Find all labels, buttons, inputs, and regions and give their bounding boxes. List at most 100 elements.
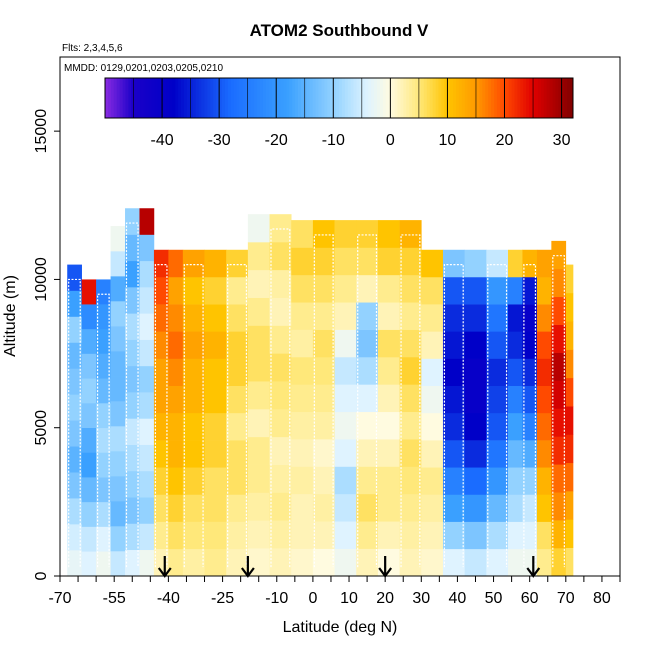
heatmap-cell bbox=[442, 331, 465, 359]
heatmap-cell bbox=[81, 427, 97, 453]
heatmap-cell bbox=[269, 242, 292, 271]
colorbar-swatch bbox=[271, 78, 276, 118]
heatmap-cell bbox=[96, 279, 111, 305]
colorbar-swatch bbox=[145, 78, 150, 118]
heatmap-cell bbox=[551, 408, 567, 437]
colorbar-swatch bbox=[379, 78, 384, 118]
heatmap-cell bbox=[442, 412, 465, 441]
heatmap-cell bbox=[399, 329, 422, 358]
heatmap-cell bbox=[486, 249, 509, 278]
heatmap-cell bbox=[312, 548, 335, 577]
heatmap-cell bbox=[81, 501, 97, 527]
colorbar-swatch bbox=[415, 78, 419, 118]
heatmap-cell bbox=[139, 418, 155, 445]
flight-profile bbox=[227, 264, 248, 568]
colorbar-labels: -40 -30 -20 -10 0 10 20 30 bbox=[151, 132, 571, 149]
colorbar-swatch bbox=[353, 78, 357, 118]
heatmap-cell bbox=[269, 214, 292, 243]
heatmap-cell bbox=[442, 304, 465, 332]
heatmap-cell bbox=[536, 494, 552, 522]
colorbar-swatch bbox=[292, 78, 296, 118]
heatmap-cell bbox=[247, 297, 270, 326]
colorbar-swatch bbox=[523, 78, 527, 118]
colorbar-swatch bbox=[178, 78, 182, 118]
heatmap-cell bbox=[125, 234, 140, 262]
heatmap-cell bbox=[565, 406, 574, 435]
y-tick-label: 5000 bbox=[33, 410, 50, 446]
heatmap-cell bbox=[508, 331, 523, 359]
heatmap-cell bbox=[399, 274, 422, 303]
heatmap-cell bbox=[182, 331, 205, 359]
heatmap-cell bbox=[522, 467, 538, 495]
heatmap-cell bbox=[536, 521, 552, 550]
heatmap-cell bbox=[291, 329, 314, 358]
heatmap-cell bbox=[536, 304, 552, 332]
heatmap-cell bbox=[291, 220, 314, 248]
heatmap-cell bbox=[291, 247, 314, 276]
arrow-head bbox=[157, 567, 172, 578]
colorbar-swatch bbox=[412, 78, 416, 118]
colorbar-swatch bbox=[131, 78, 135, 118]
heatmap-cell bbox=[486, 358, 509, 386]
heatmap-cell bbox=[204, 467, 227, 495]
heatmap-cell bbox=[312, 439, 335, 467]
heatmap-cell bbox=[110, 526, 126, 552]
heatmap-cell bbox=[81, 551, 97, 577]
heatmap-cell bbox=[522, 304, 538, 332]
heatmap-cell bbox=[565, 434, 574, 464]
colorbar-swatch bbox=[298, 78, 302, 118]
heatmap-cell bbox=[442, 521, 465, 550]
heatmap-cell bbox=[226, 358, 249, 386]
y-axis-title: Altitude (m) bbox=[2, 275, 19, 357]
colorbar-swatch bbox=[561, 78, 565, 118]
heatmap-cell bbox=[334, 521, 357, 549]
heatmap-cell bbox=[269, 269, 292, 298]
colorbar-swatch bbox=[534, 78, 539, 118]
heatmap-cell bbox=[125, 523, 140, 551]
chart-title: ATOM2 Southbound V bbox=[250, 21, 429, 40]
colorbar-swatch bbox=[426, 78, 431, 118]
heatmap-cell bbox=[96, 427, 111, 453]
heatmap-cell bbox=[139, 549, 155, 577]
colorbar-swatch bbox=[438, 78, 442, 118]
heatmap-cell bbox=[442, 494, 465, 522]
heatmap-cell bbox=[399, 493, 422, 522]
x-tick-label: -70 bbox=[48, 590, 71, 607]
heatmap-cell bbox=[356, 274, 379, 303]
heatmap-cell bbox=[442, 548, 465, 577]
colorbar-swatch bbox=[403, 78, 407, 118]
heatmap-cell bbox=[110, 301, 126, 327]
heatmap-cell bbox=[153, 358, 169, 386]
colorbar-swatch bbox=[242, 78, 246, 118]
heatmap-cell bbox=[291, 493, 314, 522]
colorbar-swatch bbox=[324, 78, 328, 118]
heatmap-cell bbox=[356, 493, 379, 522]
colorbar-swatch bbox=[491, 78, 495, 118]
heatmap-cell bbox=[168, 304, 184, 332]
heatmap-cell bbox=[356, 329, 379, 358]
heatmap-cell bbox=[334, 384, 357, 413]
heatmap-cell bbox=[522, 276, 538, 305]
heatmap-cell bbox=[399, 302, 422, 330]
heatmap-cell bbox=[182, 412, 205, 441]
colorbar-swatch bbox=[236, 78, 240, 118]
flight-profile bbox=[183, 264, 204, 568]
colorbar-swatch bbox=[116, 78, 121, 118]
colorbar-swatch bbox=[128, 78, 132, 118]
heatmap-cell bbox=[139, 339, 155, 367]
heatmap-cell bbox=[356, 439, 379, 467]
arrow-head bbox=[378, 567, 393, 578]
heatmap-cell bbox=[536, 249, 552, 278]
heatmap-cell bbox=[110, 476, 126, 502]
heatmap-cell bbox=[291, 411, 314, 440]
heatmap-cell bbox=[247, 520, 270, 549]
heatmap-cell bbox=[96, 328, 111, 354]
heatmap-cell bbox=[125, 549, 140, 577]
colorbar-swatch bbox=[420, 78, 425, 118]
heatmap-cell bbox=[421, 385, 444, 414]
heatmap-cell bbox=[96, 353, 111, 379]
heatmap-cell bbox=[81, 279, 97, 305]
heatmap-cell bbox=[486, 548, 509, 577]
heatmap-cell bbox=[508, 249, 523, 278]
heatmap-cell bbox=[536, 331, 552, 359]
